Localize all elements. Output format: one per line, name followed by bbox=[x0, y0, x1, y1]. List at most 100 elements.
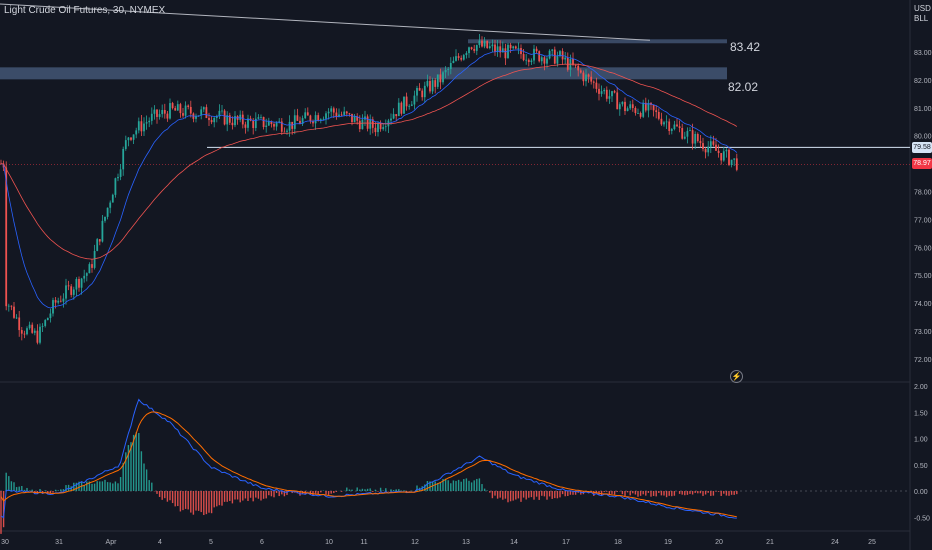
candle-body bbox=[59, 300, 62, 302]
macd-hist-bar bbox=[247, 491, 249, 501]
macd-hist-bar bbox=[218, 491, 221, 506]
candle-body bbox=[543, 57, 546, 64]
macd-hist-bar bbox=[720, 491, 722, 496]
macd-hist-bar bbox=[231, 491, 234, 504]
candle-body bbox=[624, 101, 626, 112]
macd-hist-bar bbox=[262, 491, 265, 499]
candle-body bbox=[644, 102, 647, 111]
macd-hist-bar bbox=[104, 479, 106, 491]
macd-hist-bar bbox=[140, 451, 143, 491]
macd-hist-bar bbox=[96, 481, 98, 491]
candle-body bbox=[54, 300, 57, 303]
time-tick-label: 10 bbox=[325, 539, 333, 546]
macd-hist-bar bbox=[156, 491, 158, 494]
candle-body bbox=[75, 278, 78, 290]
macd-hist-bar bbox=[398, 489, 400, 491]
macd-hist-bar bbox=[200, 491, 202, 513]
macd-hist-bar bbox=[335, 491, 338, 492]
price-tick-label: 77.00 bbox=[914, 217, 932, 224]
macd-hist-bar bbox=[106, 482, 109, 491]
candle-body bbox=[93, 250, 96, 268]
candle-body bbox=[673, 124, 676, 130]
price-tick-label: 81.00 bbox=[914, 106, 932, 113]
ema-slow-line bbox=[0, 63, 738, 260]
candle-body bbox=[488, 46, 491, 49]
candle-body bbox=[486, 40, 489, 49]
macd-hist-bar bbox=[715, 491, 717, 492]
macd-hist-bar bbox=[452, 480, 455, 491]
macd-hist-bar bbox=[346, 487, 348, 491]
price-tick-label: 78.00 bbox=[914, 190, 932, 197]
candle-body bbox=[166, 113, 169, 119]
price-tick-label: 80.00 bbox=[914, 134, 932, 141]
candle-body bbox=[668, 121, 671, 131]
lightning-icon[interactable]: ⚡ bbox=[730, 370, 743, 383]
macd-hist-bar bbox=[595, 491, 598, 494]
candle-body bbox=[26, 328, 28, 335]
macd-hist-bar bbox=[507, 491, 509, 503]
signal-line bbox=[0, 411, 737, 518]
macd-hist-bar bbox=[733, 491, 735, 495]
candle-body bbox=[49, 313, 52, 319]
candle-body bbox=[156, 109, 158, 117]
candle-body bbox=[358, 120, 361, 130]
descending-trendline bbox=[0, 3, 651, 41]
macd-hist-bar bbox=[112, 483, 114, 491]
candle-body bbox=[655, 110, 658, 112]
candle-body bbox=[483, 40, 486, 47]
candle-body bbox=[465, 53, 468, 56]
macd-hist-bar bbox=[567, 491, 569, 497]
candle-body bbox=[397, 102, 400, 117]
candle-body bbox=[46, 318, 49, 321]
macd-hist-bar bbox=[171, 491, 174, 504]
macd-hist-bar bbox=[665, 491, 668, 498]
candle-body bbox=[119, 169, 122, 177]
candle-body bbox=[241, 114, 244, 125]
macd-hist-bar bbox=[569, 491, 572, 495]
macd-hist-bar bbox=[187, 491, 189, 510]
macd-hist-bar bbox=[158, 491, 161, 497]
macd-hist-bar bbox=[515, 491, 517, 500]
candle-body bbox=[330, 108, 333, 112]
macd-hist-bar bbox=[21, 485, 23, 491]
candle-body bbox=[499, 46, 502, 53]
candle-body bbox=[520, 48, 522, 55]
candle-body bbox=[345, 111, 348, 114]
zone-82-02-label[interactable]: 82.02 bbox=[728, 80, 759, 94]
candle-body bbox=[728, 149, 730, 165]
macd-hist-bar bbox=[707, 491, 709, 493]
time-tick-label: 30 bbox=[1, 539, 9, 546]
candle-body bbox=[525, 59, 528, 61]
candle-body bbox=[70, 286, 73, 295]
candle-body bbox=[80, 278, 83, 288]
macd-hist-bar bbox=[273, 491, 275, 498]
macd-hist-bar bbox=[109, 482, 111, 491]
candle-body bbox=[301, 118, 304, 124]
currency-label: USD BLL bbox=[914, 4, 932, 24]
candle-body bbox=[702, 143, 704, 149]
candle-body bbox=[579, 70, 582, 73]
price-tick-label: 83.00 bbox=[914, 50, 932, 57]
candle-body bbox=[598, 88, 600, 94]
candle-body bbox=[163, 110, 166, 114]
candle-body bbox=[325, 113, 327, 119]
candle-body bbox=[608, 96, 611, 99]
macd-tick-label: 0.50 bbox=[914, 463, 928, 470]
macd-hist-bar bbox=[450, 483, 452, 491]
level-83-42-label[interactable]: 83.42 bbox=[730, 40, 761, 54]
macd-hist-bar bbox=[73, 482, 75, 491]
macd-hist-bar bbox=[668, 491, 670, 496]
macd-hist-bar bbox=[275, 491, 278, 494]
candle-body bbox=[642, 102, 645, 117]
candle-body bbox=[273, 124, 275, 127]
macd-hist-bar bbox=[457, 479, 460, 491]
macd-hist-bar bbox=[379, 487, 382, 491]
candle-body bbox=[293, 115, 296, 129]
candle-body bbox=[275, 122, 278, 127]
candle-body bbox=[343, 111, 346, 115]
candle-body bbox=[504, 48, 507, 59]
macd-hist-bar bbox=[177, 491, 179, 507]
macd-hist-bar bbox=[138, 433, 140, 491]
macd-hist-bar bbox=[533, 491, 535, 500]
